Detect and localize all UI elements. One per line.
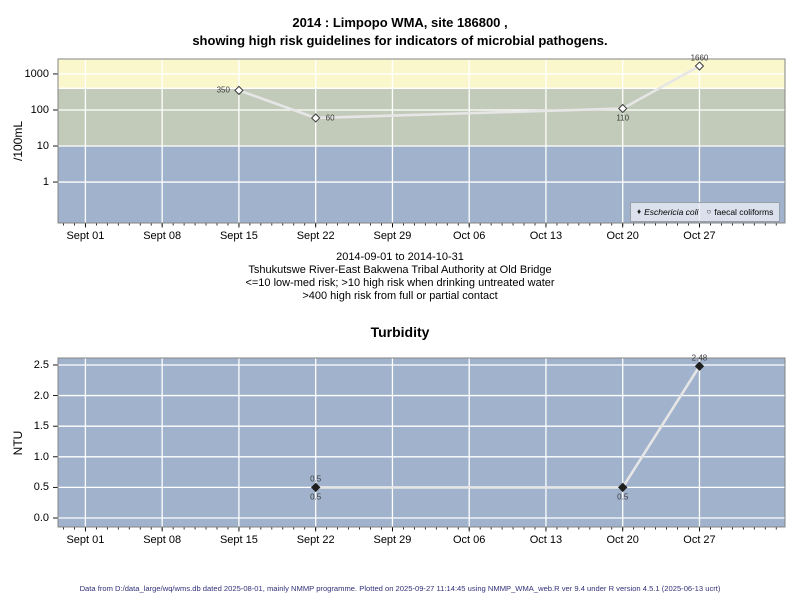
caption-line: >400 high risk from full or partial cont… [302,290,498,302]
chart1-legend: ♦ Eschericia coli ○ faecal coliforms [630,202,781,222]
chart1-caption: 2014-09-01 to 2014-10-31 Tshukutswe River… [0,251,800,303]
x-tick-label: Sept 22 [296,534,335,546]
legend-label: faecal coliforms [714,207,774,217]
chart1-y-axis-label: /100mL [11,120,25,162]
y-tick-label: 0.5 [33,481,49,494]
y-tick-label: 1 [42,176,49,189]
x-tick-label: Oct 13 [529,534,563,546]
caption-line: Tshukutswe River-East Bakwena Tribal Aut… [248,264,552,276]
x-tick-label: Sept 29 [373,230,412,242]
x-tick-label: Sept 01 [66,534,105,546]
x-tick-label: Sept 08 [143,534,182,546]
x-tick-label: Oct 20 [606,230,639,242]
legend-entry: ○ faecal coliforms [706,207,773,217]
y-tick-label: 2.5 [33,358,49,371]
caption-line: 2014-09-01 to 2014-10-31 [336,251,464,263]
x-tick-label: Oct 20 [606,534,639,546]
x-tick-label: Sept 08 [143,230,182,242]
x-tick-label: Sept 15 [219,230,258,242]
x-tick-label: Sept 22 [296,230,335,242]
caption-line: <=10 low-med risk; >10 high risk when dr… [245,277,555,289]
legend-label: Eschericia coli [644,207,699,217]
x-tick-label: Oct 06 [452,534,486,546]
filled-diamond-icon: ♦ [637,207,642,216]
chart2-panel [53,357,786,532]
x-tick-label: Oct 06 [452,230,486,242]
chart1-panel [53,58,786,228]
main-title-line2: showing high risk guidelines for indicat… [192,33,608,48]
x-tick-label: Oct 27 [683,230,716,242]
legend-entry: ♦ Eschericia coli [637,207,698,217]
x-tick-label: Sept 15 [219,534,258,546]
y-tick-label: 2.0 [33,389,49,402]
x-tick-label: Sept 29 [373,534,412,546]
x-tick-label: Sept 01 [66,230,105,242]
x-tick-label: Oct 13 [529,230,563,242]
chart2-title: Turbidity [370,324,430,340]
main-title-line1: 2014 : Limpopo WMA, site 186800 , [292,15,508,30]
footer-provenance-text: Data from D:/data_large/wq/wms.db dated … [79,584,721,593]
open-circle-icon: ○ [706,207,712,216]
y-tick-label: 1000 [24,67,49,80]
x-tick-label: Oct 27 [683,534,716,546]
y-tick-label: 0.0 [33,512,49,524]
chart2-y-axis-label: NTU [11,430,25,456]
